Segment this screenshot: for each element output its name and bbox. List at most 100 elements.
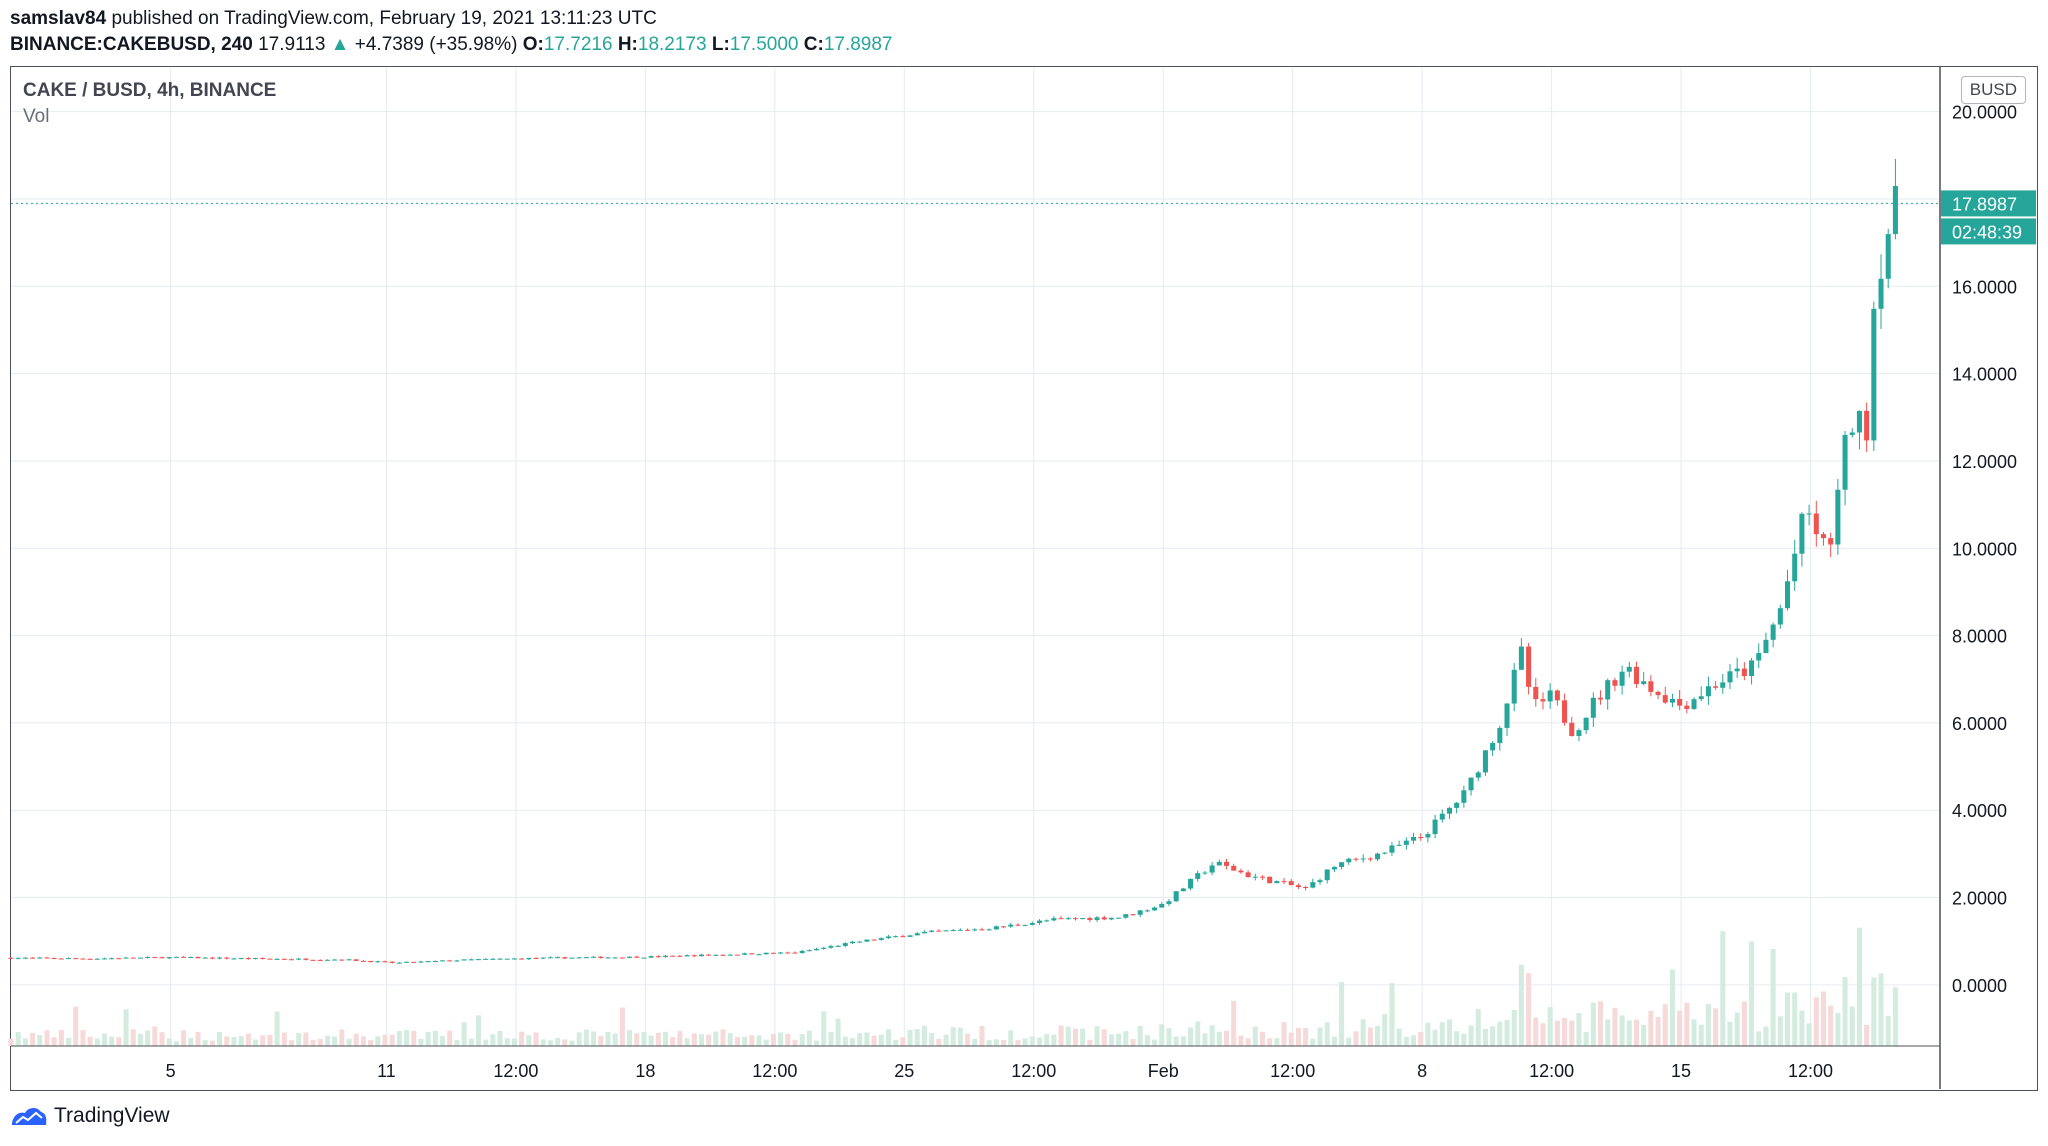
volume-bar xyxy=(425,1031,431,1046)
volume-bar xyxy=(1159,1024,1165,1046)
volume-bar xyxy=(957,1027,963,1046)
candle-body xyxy=(986,929,992,931)
volume-bar xyxy=(1144,1035,1150,1046)
volume-bar xyxy=(677,1031,683,1046)
volume-bar xyxy=(591,1031,597,1046)
x-tick-label: 12:00 xyxy=(1270,1061,1315,1081)
volume-bar xyxy=(1353,1031,1359,1046)
volume-bar xyxy=(475,1015,482,1046)
candle-body xyxy=(1576,730,1582,736)
y-tick-label: 2.0000 xyxy=(1952,889,2007,909)
volume-bar xyxy=(1216,1031,1222,1046)
x-tick-label: 12:00 xyxy=(1529,1061,1574,1081)
volume-bar xyxy=(792,1039,798,1046)
y-tick-label: 8.0000 xyxy=(1952,627,2007,647)
volume-bar xyxy=(662,1031,669,1046)
x-tick-label: 12:00 xyxy=(1011,1061,1056,1081)
volume-bar xyxy=(993,1039,999,1046)
candle-body xyxy=(979,929,985,931)
volume-bar xyxy=(893,1039,899,1046)
currency-badge[interactable]: BUSD xyxy=(1960,76,2026,104)
volume-bar xyxy=(842,1036,848,1046)
candle-body xyxy=(655,956,661,958)
publish-line: samslav84 published on TradingView.com, … xyxy=(10,6,893,32)
footer-brand[interactable]: TradingView xyxy=(10,1104,170,1128)
volume-bar xyxy=(1087,1039,1093,1046)
low-value: 17.5000 xyxy=(729,34,799,55)
candle-body xyxy=(1389,845,1395,853)
volume-bar xyxy=(173,1041,179,1046)
volume-bar xyxy=(1605,1019,1611,1046)
y-tick-label: 6.0000 xyxy=(1952,714,2007,734)
volume-bar xyxy=(1403,1036,1409,1046)
published-text: published on TradingView.com, February 1… xyxy=(111,8,657,29)
candle-body xyxy=(195,956,201,959)
volume-bar xyxy=(634,1033,640,1046)
candle-body xyxy=(1641,681,1647,684)
candle-body xyxy=(1511,669,1517,704)
candle-body xyxy=(396,962,402,964)
chart-legend: CAKE / BUSD, 4h, BINANCE Vol xyxy=(23,78,276,130)
volume-bar xyxy=(1648,1010,1654,1046)
candle-body xyxy=(1087,918,1093,920)
volume-bar xyxy=(411,1030,417,1046)
volume-bar xyxy=(1655,1016,1661,1046)
volume-bar xyxy=(1741,1001,1747,1046)
volume-bar xyxy=(835,1018,841,1046)
candle-body xyxy=(404,961,410,963)
volume-bar xyxy=(1713,1008,1719,1046)
volume-bar xyxy=(979,1026,985,1046)
candle-body xyxy=(1281,881,1287,883)
x-tick-label: 8 xyxy=(1417,1061,1427,1081)
candle-body xyxy=(1878,278,1884,309)
volume-bar xyxy=(605,1031,611,1046)
volume-bar xyxy=(1727,1021,1733,1046)
candle-body xyxy=(1209,865,1215,873)
volume-bar xyxy=(1677,1010,1683,1046)
volume-bar xyxy=(202,1039,208,1046)
candle-body xyxy=(1396,844,1402,846)
candle-body xyxy=(130,957,136,959)
chart-frame[interactable] xyxy=(10,66,2038,1091)
candle-body xyxy=(526,957,532,960)
volume-bar xyxy=(1475,1009,1481,1046)
candle-body xyxy=(1123,914,1129,918)
volume-bar xyxy=(360,1036,366,1046)
volume-bar xyxy=(921,1025,927,1046)
volume-bar xyxy=(1892,987,1898,1046)
volume-bar xyxy=(238,1036,244,1046)
candle-body xyxy=(799,950,805,953)
volume-bar xyxy=(684,1038,690,1046)
volume-bar xyxy=(742,1036,748,1046)
candle-body xyxy=(260,958,266,960)
volume-bar xyxy=(1425,1022,1431,1046)
candle-body xyxy=(1482,750,1488,773)
candle-body xyxy=(94,958,100,960)
candle-body xyxy=(288,959,295,961)
volume-bar xyxy=(655,1032,661,1046)
candle-body xyxy=(965,929,971,931)
volume-bar xyxy=(1446,1019,1452,1046)
volume-bar xyxy=(1058,1025,1064,1046)
candle-body xyxy=(360,960,366,962)
candle-body xyxy=(209,957,215,959)
candle-body xyxy=(1727,671,1733,683)
candle-body xyxy=(425,961,431,963)
candle-body xyxy=(857,941,863,943)
legend-volume[interactable]: Vol xyxy=(23,106,50,127)
candle-body xyxy=(734,954,740,956)
volume-bar xyxy=(260,1035,266,1046)
volume-bar xyxy=(986,1040,992,1046)
candle-body xyxy=(432,960,438,962)
volume-bar xyxy=(1806,1023,1812,1046)
candle-body xyxy=(353,959,359,961)
author-name[interactable]: samslav84 xyxy=(10,8,107,29)
candle-body xyxy=(1648,681,1654,692)
candle-body xyxy=(1317,880,1323,883)
volume-bar xyxy=(547,1040,553,1046)
candle-body xyxy=(173,956,179,958)
candle-body xyxy=(1015,924,1021,926)
candle-body xyxy=(1540,699,1546,702)
y-tick-label: 10.0000 xyxy=(1952,539,2017,559)
